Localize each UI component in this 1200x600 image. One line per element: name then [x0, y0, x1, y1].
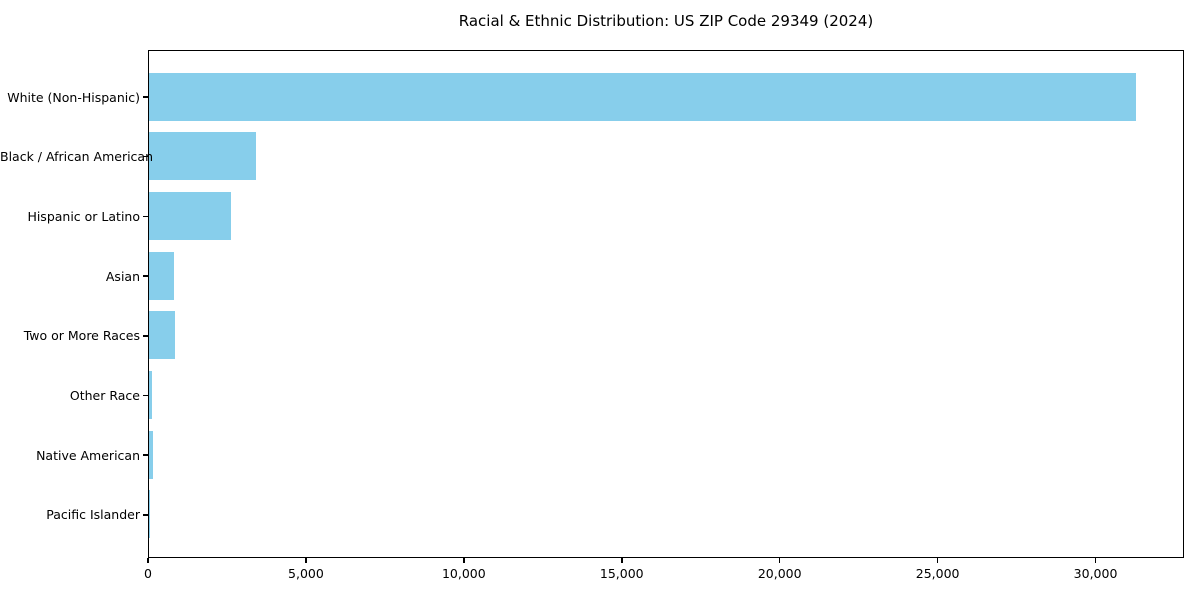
y-tick-label-two-or-more-races: Two or More Races [23, 328, 140, 344]
y-tick-label-other-race: Other Race [69, 388, 140, 403]
y-tick-label-pacific-islander: Pacific Islander [46, 507, 140, 523]
x-tick-label-10000: 10,000 [441, 566, 486, 581]
y-tick-label-white-non-hispanic: White (Non-Hispanic) [7, 89, 140, 105]
y-tick-label-asian: Asian [105, 268, 140, 284]
x-tick-label-5000: 5,000 [288, 566, 324, 581]
x-tick-label-0: 0 [144, 566, 152, 581]
y-tick-label-hispanic-or-latino: Hispanic or Latino [27, 208, 140, 224]
x-tick-label-30000: 30,000 [1073, 566, 1118, 581]
plot-area [148, 50, 1184, 558]
y-tick-mark [143, 96, 148, 98]
x-tick-mark [936, 558, 939, 563]
chart-title: Racial & Ethnic Distribution: US ZIP Cod… [458, 12, 874, 30]
y-tick-mark [143, 215, 148, 218]
bar-two-or-more-races [149, 311, 176, 360]
y-tick-mark [143, 394, 148, 397]
x-tick-label-20000: 20,000 [757, 566, 802, 581]
bar-native-american [149, 430, 153, 479]
y-tick-mark [143, 275, 148, 277]
bar-hispanic-or-latino [149, 191, 231, 240]
bar-black-african-american [149, 132, 256, 181]
x-tick-label-15000: 15,000 [599, 566, 644, 581]
bar-other-race [149, 371, 152, 419]
x-tick-mark [621, 558, 623, 563]
x-tick-mark [1094, 558, 1097, 563]
x-tick-label-25000: 25,000 [915, 566, 960, 581]
y-tick-label-native-american: Native American [36, 447, 140, 463]
bar-asian [149, 251, 174, 300]
x-tick-mark [778, 558, 781, 563]
y-tick-mark [143, 514, 148, 516]
y-tick-label-black-african-american: Black / African American [0, 149, 154, 165]
x-tick-mark [463, 558, 465, 563]
x-tick-mark [305, 558, 307, 563]
x-tick-mark [147, 558, 149, 563]
y-tick-mark [143, 454, 148, 456]
y-tick-mark [143, 155, 148, 158]
y-tick-mark [143, 335, 148, 337]
bar-white-non-hispanic [149, 72, 1137, 121]
